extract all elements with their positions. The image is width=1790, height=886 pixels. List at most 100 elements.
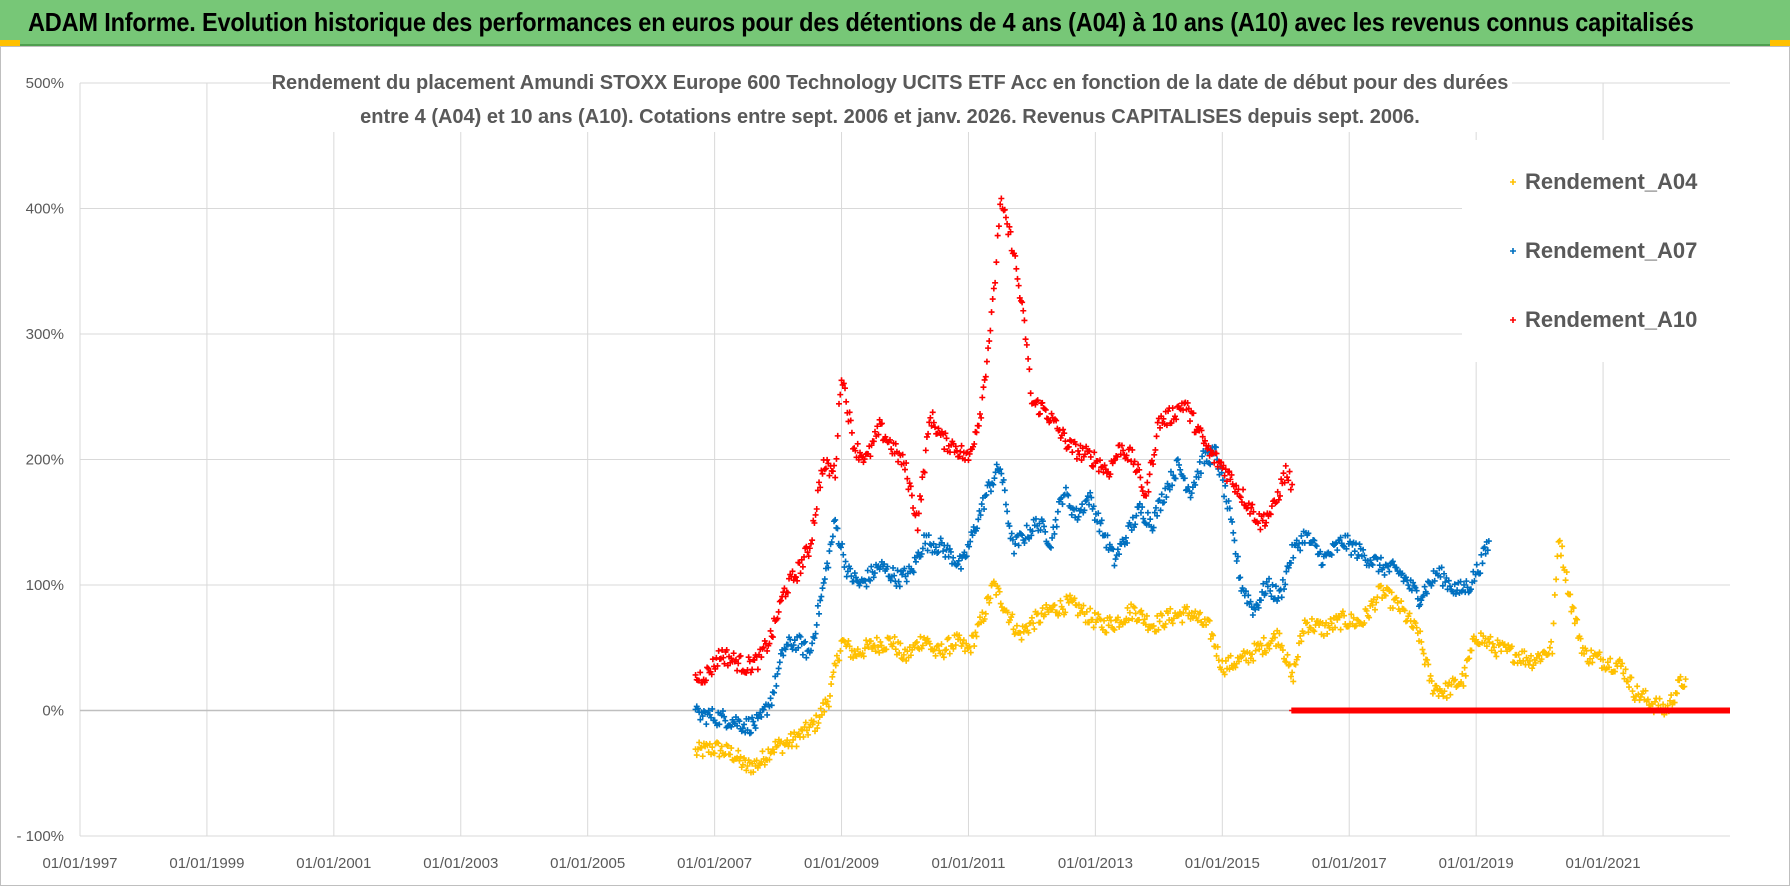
data-point [705,665,712,672]
data-point [1618,707,1625,714]
data-point [942,430,949,437]
data-point [769,746,776,753]
data-point [744,763,751,770]
data-point [1418,638,1425,645]
data-point [813,506,820,513]
data-point [1250,657,1257,664]
data-point [1471,707,1478,714]
data-point [797,633,804,640]
data-point [709,744,716,751]
data-point [1205,616,1212,623]
data-point [981,376,988,383]
data-point [912,558,919,565]
data-point [1240,486,1247,493]
data-point [811,635,818,642]
data-point [1568,608,1575,615]
data-point [1020,628,1027,635]
data-point [1450,707,1457,714]
data-point [1245,659,1252,666]
data-point [908,492,915,499]
data-point [1541,707,1548,714]
data-point [1109,460,1116,467]
data-point [1021,540,1028,547]
data-point [795,730,802,737]
data-point [982,492,989,499]
data-point [1257,597,1264,604]
data-point [1140,515,1147,522]
data-point [1097,520,1104,527]
data-point [997,600,1004,607]
data-point [860,459,867,466]
data-point [832,516,839,523]
data-point [1604,659,1611,666]
data-point [1214,463,1221,470]
data-point [828,681,835,688]
data-point [1567,591,1574,598]
data-point [1013,265,1020,272]
data-point [1046,543,1053,550]
data-point [1157,507,1164,514]
data-point [1448,681,1455,688]
data-point [834,432,841,439]
data-point [1071,595,1078,602]
data-point [776,598,783,605]
data-point [1347,538,1354,545]
data-point [789,568,796,575]
data-point [1296,707,1303,714]
data-point [813,621,820,628]
data-point [1014,275,1021,282]
data-point [843,398,850,405]
data-point [1255,520,1262,527]
data-point [950,645,957,652]
data-point [718,743,725,750]
data-point [1336,614,1343,621]
data-point [1154,512,1161,519]
data-point [1376,562,1383,569]
data-point [1136,616,1143,623]
data-point [1122,534,1129,541]
data-point [1418,597,1425,604]
data-point [1142,621,1149,628]
data-point [1375,568,1382,575]
x-tick-label: 01/01/2013 [1058,855,1133,872]
data-point [754,666,761,673]
data-point [956,632,963,639]
data-point [1114,614,1121,621]
data-point [829,673,836,680]
data-point [791,637,798,644]
data-point [1156,497,1163,504]
data-point [1023,341,1030,348]
data-point [1173,457,1180,464]
data-point [1252,606,1259,613]
data-point [1361,619,1368,626]
data-point [1297,547,1304,554]
data-point [1550,620,1557,627]
data-point [1090,463,1097,470]
data-point [737,753,744,760]
data-point [784,589,791,596]
data-point [800,733,807,740]
data-point [775,665,782,672]
data-point [892,440,899,447]
data-point [1590,707,1597,714]
data-point [1478,551,1485,558]
data-point [1019,532,1026,539]
data-point [799,563,806,570]
data-point [1054,508,1061,515]
data-point [1466,655,1473,662]
data-point [812,511,819,518]
data-point [969,532,976,539]
data-point [1139,504,1146,511]
data-point [1267,587,1274,594]
data-point [822,465,829,472]
data-point [874,423,881,430]
data-point [805,731,812,738]
data-point [987,327,994,334]
data-point [945,634,952,641]
data-point [1073,455,1080,462]
data-point [834,525,841,532]
legend-label: Rendement_A07 [1525,238,1697,263]
data-point [764,647,771,654]
data-point [873,634,880,641]
data-point [1082,498,1089,505]
